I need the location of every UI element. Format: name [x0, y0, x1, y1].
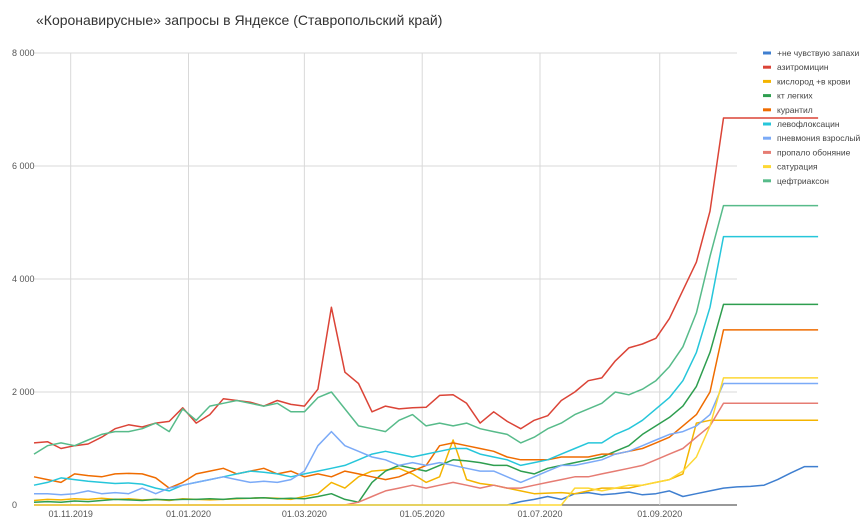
grid: [34, 52, 737, 506]
series-line: [33, 235, 819, 492]
axis-labels: 0 2 000 4 000 6 000 8 000 01.11.2019 01.01.202…: [12, 48, 682, 519]
legend-label: кт легких: [777, 91, 813, 101]
legend-label: азитромицин: [777, 62, 829, 72]
x-tick-label: 01.03.2020: [282, 509, 327, 519]
x-tick-label: 01.11.2019: [48, 509, 92, 519]
y-tick-label: 0: [12, 500, 17, 510]
legend-label: пневмония взрослый: [777, 133, 861, 143]
series-line: [33, 204, 819, 455]
y-tick-label: 2 000: [12, 387, 35, 397]
series-lines: [33, 117, 819, 506]
series-line: [34, 377, 819, 506]
x-tick-label: 01.05.2020: [400, 509, 445, 519]
series-line: [34, 382, 819, 496]
y-tick-label: 6 000: [12, 161, 35, 171]
series-line: [33, 329, 819, 489]
legend: +не чувствую запахи азитромицин кислород +…: [763, 48, 861, 186]
chart-title: «Коронавирусные» запросы в Яндексе (Став…: [36, 12, 443, 28]
x-tick-label: 01.07.2020: [517, 509, 562, 519]
legend-label: сатурация: [777, 162, 818, 172]
legend-label: +не чувствую запахи: [777, 48, 860, 58]
y-tick-label: 8 000: [12, 48, 35, 58]
legend-label: кислород +в крови: [777, 76, 851, 86]
series-line: [33, 303, 819, 503]
legend-label: пропало обоняние: [777, 147, 851, 157]
series-line: [33, 117, 819, 450]
y-tick-label: 4 000: [12, 274, 35, 284]
legend-label: левофлоксацин: [777, 119, 840, 129]
x-tick-label: 01.09.2020: [637, 509, 682, 519]
legend-label: курантил: [777, 105, 813, 115]
legend-label: цефтриаксон: [777, 176, 829, 186]
x-tick-label: 01.01.2020: [166, 509, 211, 519]
